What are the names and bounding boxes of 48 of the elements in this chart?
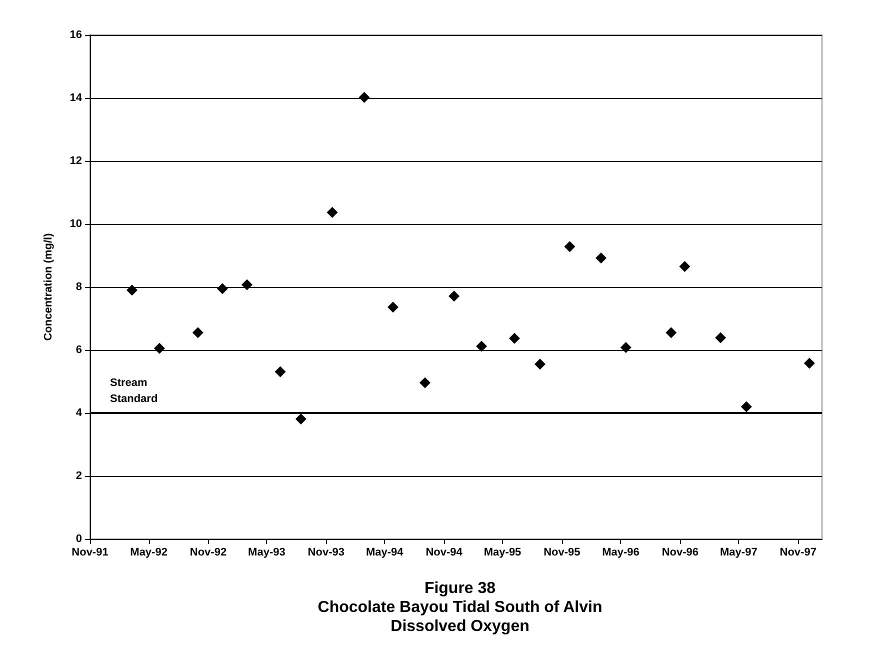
x-tick-label: Nov-95: [544, 546, 580, 558]
point: [295, 413, 306, 424]
y-tick-label: 0: [76, 533, 82, 545]
y-tick-label: 14: [70, 92, 83, 104]
x-tick-label: May-94: [366, 546, 404, 558]
x-tick-label: May-96: [602, 546, 640, 558]
x-tick-label: May-97: [720, 546, 758, 558]
point: [715, 332, 726, 344]
y-tick-label: 12: [70, 155, 82, 167]
point: [419, 377, 430, 388]
x-tick-label: May-93: [248, 546, 286, 558]
point: [154, 342, 165, 354]
point: [326, 206, 338, 218]
point: [192, 327, 204, 338]
x-tick-label: May-95: [484, 546, 522, 558]
point: [740, 401, 752, 412]
point: [476, 340, 488, 352]
point: [804, 358, 815, 369]
x-tick-label: Nov-97: [780, 546, 816, 558]
ref-line-label: Stream Standard: [110, 377, 158, 405]
point: [679, 261, 690, 272]
point: [388, 302, 399, 313]
point: [358, 92, 370, 103]
point: [666, 327, 677, 338]
x-tick-label: Nov-92: [190, 546, 227, 558]
point: [620, 342, 632, 353]
x-tick-label: Nov-93: [308, 546, 344, 558]
y-tick-label: 2: [76, 470, 82, 482]
point: [216, 283, 228, 294]
point: [564, 241, 576, 252]
point: [241, 279, 252, 290]
point: [534, 358, 546, 370]
y-tick-label: 8: [76, 281, 82, 293]
y-tick-label: 10: [70, 218, 82, 230]
y-tick-label: 16: [70, 29, 82, 41]
point: [448, 290, 460, 302]
point: [126, 284, 138, 296]
y-tick-label: 4: [76, 407, 83, 419]
y-axis-title: Concentration (mg/l): [42, 232, 54, 341]
point: [274, 366, 286, 378]
point: [596, 252, 607, 264]
point: [508, 332, 520, 344]
x-tick-label: Nov-96: [662, 546, 699, 558]
y-tick-label: 6: [76, 344, 82, 356]
x-tick-label: May-92: [130, 546, 168, 558]
x-tick-label: Nov-94: [426, 546, 464, 558]
text: Figure 38 Chocolate Bayou Tidal South of Alvin Dissolved Oxygen: [318, 580, 602, 635]
x-tick-label: Nov-91: [72, 546, 108, 558]
